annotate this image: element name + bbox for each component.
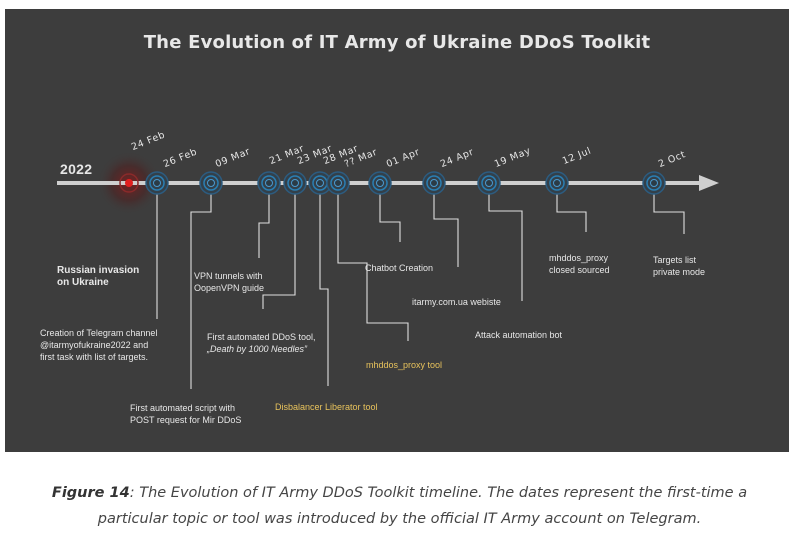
connector-line: [488, 191, 523, 301]
timeline-node-ring: [203, 175, 219, 191]
connector-line: [319, 191, 329, 386]
event-mhddos-proxy-tool: mhddos_proxy tool: [366, 360, 443, 370]
timeline-arrowhead: [699, 175, 719, 191]
timeline-node-ring: [287, 175, 303, 191]
timeline-node-core: [291, 179, 299, 187]
timeline-node-ring: [481, 175, 497, 191]
timeline-node-ring: [426, 175, 442, 191]
connector-line: [190, 191, 212, 389]
timeline-node-ring: [261, 175, 277, 191]
timeline-node-ring: [149, 175, 165, 191]
connector-line: [433, 191, 459, 267]
timeline-graphic: [57, 151, 719, 389]
timeline-node-core: [485, 179, 493, 187]
timeline-node-ring: [549, 175, 565, 191]
event-closed-source: mhddos_proxy closed sourced: [549, 253, 610, 275]
event-attack-bot: Attack automation bot: [475, 330, 563, 340]
event-chatbot: Chatbot Creation: [365, 263, 434, 273]
timeline-node-core: [553, 179, 561, 187]
event-private-mode: Targets list private mode: [653, 255, 706, 277]
connector-line: [262, 191, 296, 309]
timeline-node-core: [376, 179, 384, 187]
timeline-node-ring: [646, 175, 662, 191]
event-telegram-channel: Creation of Telegram channel @itarmyofukr…: [40, 328, 158, 362]
figure-label: Figure 14: [51, 485, 130, 501]
timeline-node-core: [265, 179, 273, 187]
timeline-node-core: [430, 179, 438, 187]
timeline-node-core: [316, 179, 324, 187]
event-first-ddos-tool: First automated DDoS tool, „Death by 1000…: [207, 332, 316, 354]
timeline-node-core: [650, 179, 658, 187]
event-disbalancer: Disbalancer Liberator tool: [275, 402, 378, 412]
diagram-title: The Evolution of IT Army of Ukraine DDoS…: [143, 32, 651, 53]
event-vpn-tunnels: VPN tunnels with OopenVPN guide: [194, 271, 265, 293]
connector-line: [556, 191, 587, 232]
timeline-node-core: [207, 179, 215, 187]
timeline-panel: [5, 9, 789, 452]
event-invasion: Russian invasion on Ukraine: [57, 265, 140, 288]
connector-line: [258, 191, 270, 258]
event-first-script: First automated script with POST request …: [130, 403, 242, 425]
caption-text: : The Evolution of IT Army DDoS Toolkit …: [97, 485, 748, 527]
year-label: 2022: [60, 161, 93, 177]
connector-line: [337, 191, 409, 341]
timeline-node-highlight: [125, 179, 133, 187]
timeline-node-ring: [372, 175, 388, 191]
timeline-node-ring: [330, 175, 346, 191]
timeline-node-core: [334, 179, 342, 187]
connector-line: [379, 191, 401, 242]
event-website: itarmy.com.ua webiste: [412, 297, 501, 307]
timeline-node-ring: [119, 173, 139, 193]
connector-line: [653, 191, 685, 234]
timeline-node-core: [153, 179, 161, 187]
figure-caption: Figure 14: The Evolution of IT Army DDoS…: [20, 480, 779, 532]
